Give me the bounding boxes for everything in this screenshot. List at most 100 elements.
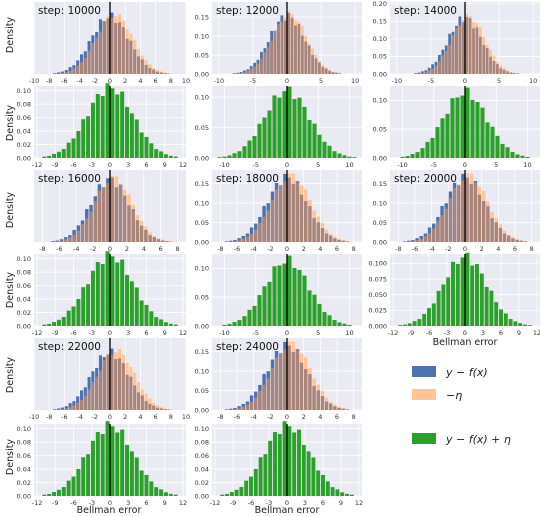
step-24000-top-bar-overlap — [341, 408, 345, 410]
step-20000-top-bar-overlap — [407, 241, 411, 242]
step-24000-bottom-bar — [258, 457, 263, 496]
step-18000-bottom-bar — [312, 294, 317, 326]
step-20000-bottom-bar — [427, 308, 431, 326]
step-22000-top-bar-hi — [68, 403, 72, 410]
step-10000-top-bar-overlap — [57, 73, 61, 74]
step-22000-top-xtick-label: 0 — [108, 413, 112, 421]
step-20000-bottom-ytick-label: 0.000 — [368, 322, 387, 330]
step-24000-top-bar-overlap — [329, 403, 333, 410]
step-16000-bottom-bar — [47, 323, 52, 326]
step-12000-bottom-bar — [267, 110, 272, 158]
step-22000-bottom-bar — [125, 444, 130, 496]
step-20000-bottom-bar — [475, 264, 479, 326]
step-24000-bottom-bar — [287, 426, 292, 496]
step-20000-top-bar-overlap — [477, 194, 482, 242]
step-10000-top-bar-hi — [68, 67, 72, 74]
step-10000-bottom-ytick-label: 0.02 — [17, 141, 31, 149]
step-20000-top-bar-overlap — [511, 238, 515, 242]
step-14000-bottom-bar — [410, 154, 415, 158]
step-20000-top-xtick-label: 6 — [513, 245, 517, 253]
step-24000-bottom-bar — [253, 468, 258, 496]
step-10000-bottom-bar — [100, 96, 105, 158]
step-22000-top-bar-overlap — [144, 401, 148, 410]
step-16000-top-bar-overlap — [165, 241, 169, 242]
step-10000-top-bar-overlap — [87, 50, 91, 74]
step-12000-top-bar-overlap — [260, 58, 263, 74]
step-14000-top-bar-overlap — [417, 73, 421, 74]
step-22000-bottom-bar — [149, 481, 154, 496]
step-22000-top-bar-overlap — [106, 354, 110, 410]
step-22000-bottom-bar — [81, 457, 86, 496]
step-14000-top-bar-hi — [417, 72, 421, 74]
step-10000-bottom-bar — [56, 151, 61, 158]
step-18000-top-bar-overlap — [245, 236, 250, 242]
step-12000-bottom-bar — [242, 146, 247, 158]
step-14000-top-bar-overlap — [424, 71, 428, 74]
step-10000-top-bar-overlap — [76, 65, 80, 74]
step-24000-top-bar-overlap — [270, 367, 275, 410]
step-14000-top-xtick-label: 10 — [529, 77, 537, 85]
step-12000-top-xtick-label: -10 — [214, 77, 225, 85]
step-18000-top-xtick-label: 4 — [318, 245, 322, 253]
step-24000-bottom-bar — [316, 470, 321, 496]
step-12000-top-bar-overlap — [246, 70, 250, 74]
step-14000-bottom-bar — [520, 155, 525, 158]
step-12000-bottom-bar — [277, 97, 282, 158]
step-18000-bottom-bar — [297, 270, 302, 326]
step-18000-top-bar-overlap — [337, 239, 341, 242]
step-18000-bottom-bar — [247, 309, 252, 326]
step-16000-top-xtick-label: -8 — [39, 245, 45, 253]
step-10000-bottom-bar — [86, 116, 91, 158]
step-14000-top-bar-overlap — [485, 48, 489, 74]
step-10000-top-bar-overlap — [114, 23, 118, 74]
step-18000-bottom-bar — [282, 263, 287, 326]
step-14000-bottom-bar — [455, 97, 460, 158]
step-22000-top-xtick-label: -2 — [92, 413, 98, 421]
step-20000-top-ytick-label: 0.15 — [373, 180, 387, 188]
step-12000-top-bar-overlap — [338, 73, 342, 74]
step-14000-bottom-bar — [400, 156, 405, 158]
step-12000-top-bar-overlap — [239, 72, 243, 74]
step-20000-top-bar-overlap — [473, 182, 478, 242]
step-24000-top-ytick-label: 0.05 — [195, 387, 209, 395]
step-16000-bottom-bar — [125, 274, 130, 326]
step-20000-bottom-bar — [441, 284, 446, 326]
step-20000-bottom-bar — [499, 309, 503, 326]
step-24000-top-bar-overlap — [299, 362, 304, 410]
step-10000-top-xtick-label: 8 — [169, 77, 173, 85]
step-18000-top-bar-overlap — [254, 229, 258, 242]
step-20000-top-bar-overlap — [498, 228, 503, 242]
step-24000-bottom-bar — [297, 429, 301, 496]
step-24000-bottom-ytick-label: 0.10 — [195, 425, 209, 433]
step-10000-top-bar-hi — [60, 71, 65, 74]
step-20000-bottom-bar — [513, 321, 518, 326]
step-18000-bottom-bar — [292, 267, 297, 326]
step-18000-top-bar-overlap — [270, 199, 275, 242]
step-18000-top-ytick-label: 0.00 — [195, 238, 209, 246]
step-20000-top-bar-overlap — [415, 240, 419, 242]
step-12000-bottom-bar — [232, 153, 237, 158]
step-20000-top-ytick-label: 0.05 — [373, 219, 387, 227]
step-16000-top-bar-overlap — [97, 190, 102, 242]
step-24000-bottom-xtick-label: -9 — [230, 499, 236, 507]
step-20000-top-bar-overlap — [427, 233, 432, 242]
step-20000-bottom-bar — [479, 273, 484, 326]
step-22000-top-xtick-label: 6 — [154, 413, 158, 421]
step-18000-top-bar-overlap — [324, 233, 329, 242]
step-10000-top-bar-overlap — [64, 72, 68, 74]
step-24000-top-bar-hi — [229, 408, 233, 410]
step-12000-top-bar-overlap — [311, 54, 314, 74]
step-16000-bottom-bar — [105, 251, 110, 326]
step-24000-top-bar-overlap — [304, 369, 308, 410]
step-16000-top-bar-hi — [59, 239, 64, 242]
step-18000-bottom-bar — [227, 324, 232, 326]
step-24000-top-bar-overlap — [316, 390, 320, 410]
step-10000-bottom-bar — [129, 113, 134, 158]
step-14000-bottom-bar — [475, 102, 480, 158]
step-24000-bottom-bar — [325, 481, 330, 496]
step-12000-bottom-bar — [217, 157, 222, 158]
step-22000-bottom-bar — [95, 432, 100, 496]
step-12000-top-bar-overlap — [270, 40, 274, 74]
step-12000-bottom-bar — [227, 155, 232, 158]
step-16000-top-xtick-label: -6 — [56, 245, 62, 253]
